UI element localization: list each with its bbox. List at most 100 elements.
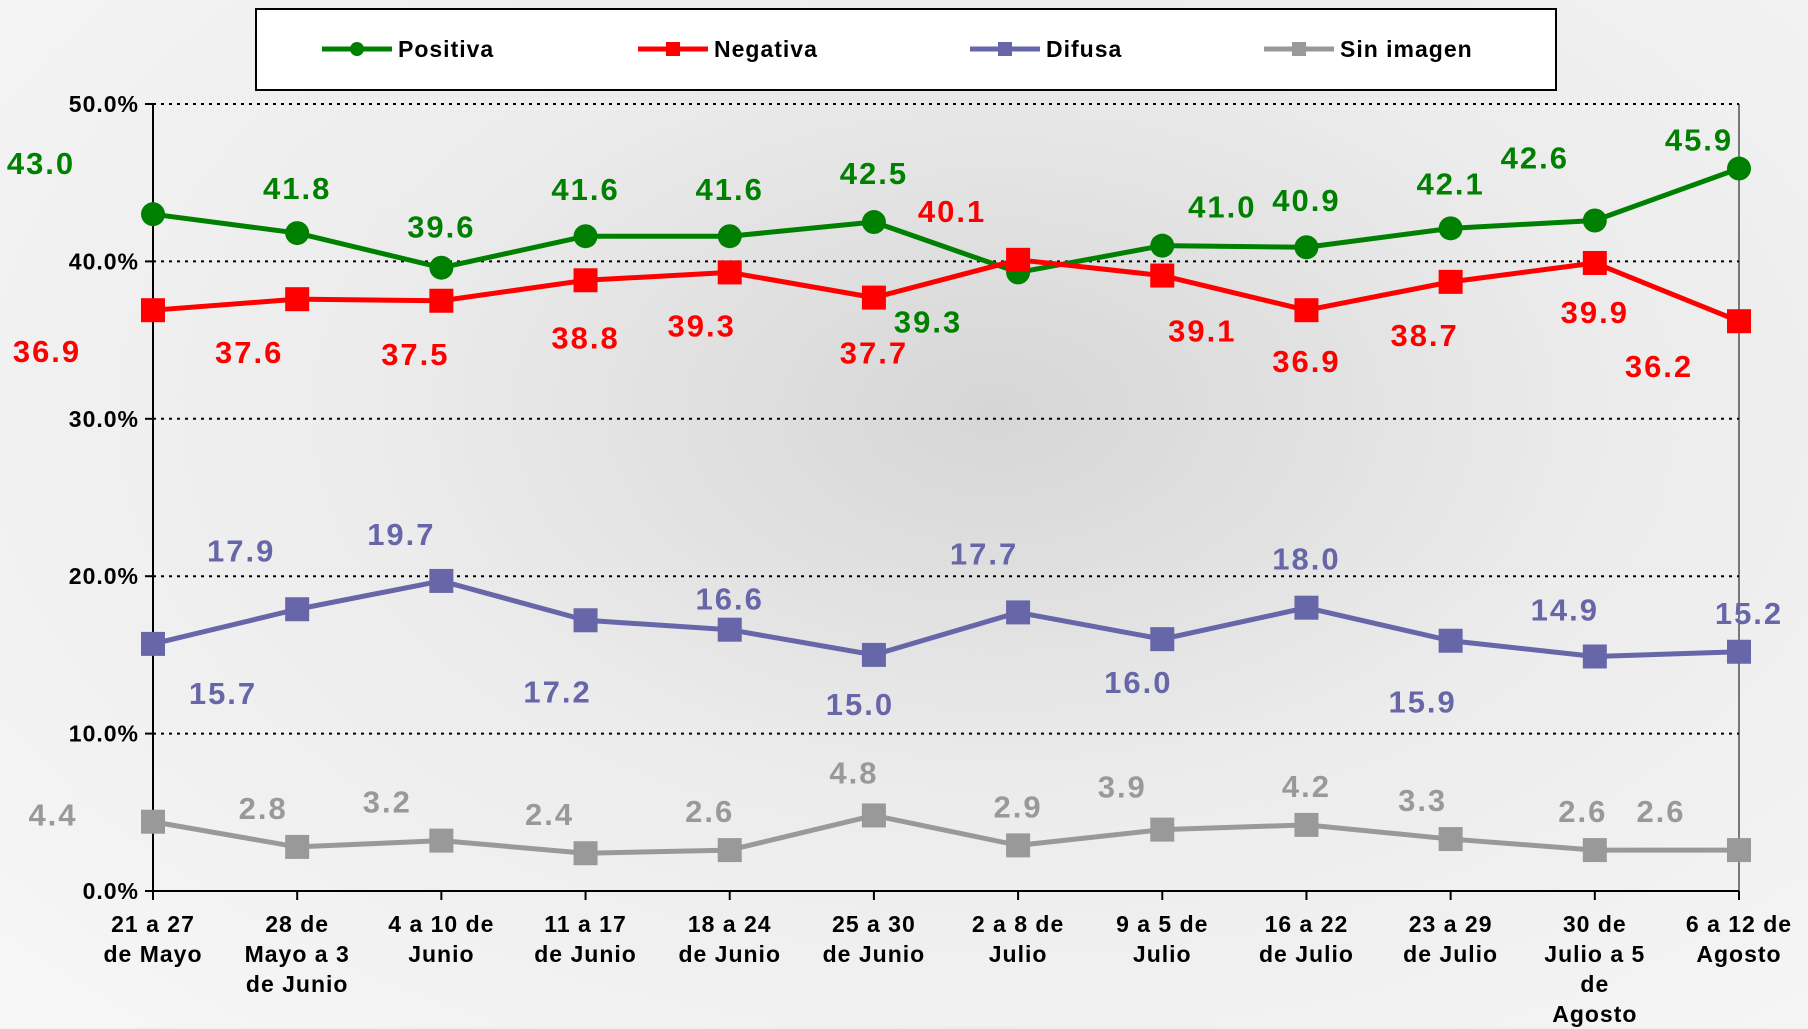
y-tick-label: 40.0%	[69, 248, 139, 274]
series-line	[152, 578, 1740, 659]
data-label: 39.1	[1168, 314, 1236, 349]
data-label: 4.2	[1282, 769, 1331, 804]
point	[1438, 269, 1463, 294]
data-label: 17.9	[207, 533, 275, 568]
point	[717, 617, 742, 642]
data-label: 19.7	[367, 517, 435, 552]
data-label: 2.6	[1558, 794, 1607, 829]
point	[285, 221, 310, 246]
data-label: 2.6	[1636, 794, 1685, 829]
data-label: 3.9	[1098, 770, 1147, 805]
point	[573, 608, 598, 633]
data-label: 18.0	[1272, 542, 1340, 577]
point	[1150, 233, 1175, 258]
x-tick-label: 25 a 30 de Junio	[822, 911, 926, 967]
point	[1294, 595, 1319, 620]
point	[1294, 298, 1319, 323]
point	[573, 224, 598, 249]
data-label: 16.6	[696, 582, 764, 617]
point	[1438, 216, 1463, 241]
point	[1582, 838, 1607, 863]
x-tick-label: 2 a 8 de Julio	[971, 911, 1065, 967]
data-label: 42.6	[1501, 140, 1569, 175]
legend-box	[255, 8, 1557, 91]
legend-label: Difusa	[1046, 36, 1122, 62]
data-label: 39.6	[407, 210, 475, 245]
data-label: 17.2	[523, 674, 591, 709]
data-label: 2.6	[685, 794, 734, 829]
x-tick-label: 16 a 22 de Julio	[1259, 911, 1354, 967]
point	[1582, 644, 1607, 669]
data-label: 41.8	[263, 171, 331, 206]
data-label: 39.9	[1561, 295, 1629, 330]
x-tick-label: 9 a 5 de Julio	[1116, 911, 1209, 967]
data-label: 15.9	[1388, 685, 1456, 720]
point	[717, 838, 742, 863]
point	[861, 803, 886, 828]
data-label: 38.7	[1390, 318, 1458, 353]
data-label: 36.9	[13, 334, 81, 369]
data-label: 39.3	[894, 304, 962, 339]
y-tick-label: 10.0%	[69, 721, 139, 747]
point	[1150, 627, 1175, 652]
point	[429, 255, 454, 280]
data-label: 17.7	[950, 536, 1018, 571]
data-label: 37.6	[215, 335, 283, 370]
x-tick-label: 18 a 24 de Junio	[678, 911, 781, 967]
legend-marker	[350, 42, 364, 56]
data-label: 40.1	[918, 194, 986, 229]
data-label: 39.3	[668, 308, 736, 343]
data-label: 42.1	[1416, 166, 1484, 201]
point	[1438, 628, 1463, 653]
series-line	[152, 166, 1740, 275]
y-tick-label: 0.0%	[83, 878, 139, 904]
data-label: 15.7	[189, 676, 257, 711]
data-label: 16.0	[1104, 665, 1172, 700]
x-tick-label: 30 de Julio a 5 de Agosto	[1544, 911, 1646, 1027]
point	[1727, 639, 1751, 664]
legend-marker	[1292, 42, 1306, 56]
x-tick-label: 4 a 10 de Junio	[388, 911, 495, 967]
point	[141, 202, 165, 227]
point	[1006, 833, 1031, 858]
y-tick-label: 20.0%	[69, 563, 139, 589]
data-label: 37.5	[381, 337, 449, 372]
point	[1727, 309, 1751, 334]
point	[1150, 263, 1175, 288]
legend-label: Positiva	[398, 36, 494, 62]
data-label: 41.6	[696, 172, 764, 207]
data-label: 4.8	[829, 755, 878, 790]
point	[141, 298, 165, 323]
point	[1582, 208, 1607, 233]
data-label: 36.2	[1625, 349, 1693, 384]
x-tick-label: 23 a 29 de Julio	[1403, 911, 1499, 967]
data-label: 36.9	[1272, 344, 1340, 379]
data-label: 45.9	[1665, 123, 1733, 158]
point	[429, 288, 454, 313]
data-label: 3.2	[363, 785, 412, 820]
point	[861, 210, 886, 235]
series-line	[152, 257, 1740, 324]
point	[1727, 838, 1751, 863]
data-label: 37.7	[840, 336, 908, 371]
data-label: 15.2	[1715, 596, 1783, 631]
data-label: 41.6	[551, 172, 619, 207]
x-tick-label: 21 a 27 de Mayo	[103, 911, 203, 967]
data-label: 41.0	[1188, 190, 1256, 225]
point	[1727, 156, 1751, 181]
point	[861, 285, 886, 310]
point	[285, 287, 310, 312]
legend-marker	[666, 42, 680, 56]
data-label: 40.9	[1272, 183, 1340, 218]
data-label: 14.9	[1531, 592, 1599, 627]
point	[573, 841, 598, 866]
x-tick-label: 6 a 12 de Agosto	[1685, 911, 1793, 967]
x-tick-label: 11 a 17 de Junio	[534, 911, 637, 967]
legend-label: Negativa	[714, 36, 818, 62]
point	[285, 834, 310, 859]
point	[1438, 827, 1463, 852]
point	[285, 597, 310, 622]
point	[1150, 817, 1175, 842]
